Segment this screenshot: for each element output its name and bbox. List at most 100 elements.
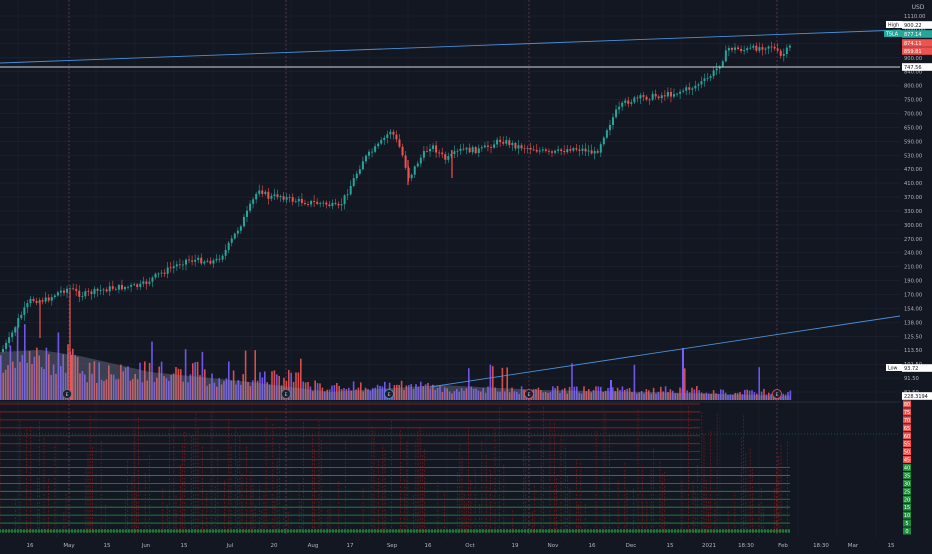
candle (770, 46, 773, 48)
volume-bar (60, 366, 62, 400)
candle (59, 290, 62, 293)
volume-bar (19, 361, 21, 400)
candle (255, 193, 258, 200)
volume-bar (259, 372, 261, 400)
volume-bar (86, 382, 88, 400)
volume-bar (626, 388, 628, 400)
volume-bar (693, 389, 696, 400)
candle (172, 266, 175, 269)
candle (148, 281, 151, 284)
volume-bar (127, 366, 129, 400)
volume-bar (499, 391, 501, 400)
candle (276, 194, 279, 198)
volume-bar (362, 391, 364, 400)
candle (642, 95, 645, 97)
volume-bar (417, 386, 420, 400)
volume-bar (328, 389, 331, 400)
volume-bar (290, 372, 292, 400)
volume-bar (403, 389, 405, 400)
trend-lines[interactable] (0, 29, 901, 388)
volume-bar (132, 378, 134, 400)
candle (639, 95, 642, 99)
volume-bar (139, 362, 141, 400)
lower-trendline[interactable] (429, 315, 901, 388)
candle (285, 197, 288, 200)
upper-trendline[interactable] (0, 29, 901, 64)
candle (114, 288, 117, 290)
candle (258, 190, 261, 194)
candle (124, 287, 126, 290)
candle (706, 77, 709, 79)
candle (108, 286, 111, 292)
volume-bars (0, 324, 792, 400)
volume-bar (100, 379, 103, 400)
price-tick-label: 125.50 (904, 334, 922, 340)
candle (395, 134, 398, 140)
time-scale-bg (0, 538, 932, 550)
volume-bar (28, 351, 31, 400)
volume-bar (782, 393, 784, 400)
volume-bar (237, 380, 240, 400)
volume-bar (72, 348, 74, 400)
volume-bar (535, 388, 537, 400)
price-tag-3-bg (902, 47, 932, 55)
oscillator-tick-bg (903, 400, 911, 408)
volume-bar (633, 364, 636, 400)
candle (44, 297, 47, 302)
period-separators (68, 0, 778, 534)
volume-bar (264, 371, 266, 400)
candle (212, 260, 215, 264)
candle (81, 296, 84, 297)
candle (5, 342, 8, 349)
volume-bar (9, 345, 12, 400)
price-tick-label: 270.00 (904, 237, 922, 243)
volume-bar (568, 386, 571, 400)
volume-bar (559, 392, 561, 400)
price-tick-label: 1110.00 (904, 14, 925, 20)
volume-bar (506, 367, 508, 400)
volume-bar (292, 381, 295, 400)
volume-bar (753, 392, 756, 400)
price-scale[interactable]: USD1110.001040.00970.00900.00840.00800.0… (900, 0, 932, 402)
candle (261, 190, 264, 194)
candle (169, 267, 172, 269)
volume-bar (722, 389, 724, 400)
candle (166, 267, 169, 274)
volume-bar (21, 355, 24, 400)
volume-bar (105, 379, 108, 400)
volume-bar (93, 361, 96, 400)
candle (303, 202, 306, 205)
volume-bar (772, 395, 775, 400)
candle (663, 95, 666, 97)
candle (35, 301, 38, 303)
volume-spike (70, 355, 72, 400)
candle (721, 61, 724, 67)
volume-bar (0, 355, 2, 400)
volume-bar (571, 363, 573, 400)
price-tick-label: 370.00 (904, 195, 922, 201)
candle (398, 139, 401, 147)
candle (587, 150, 590, 152)
volume-bar (295, 372, 297, 400)
volume-bar (650, 393, 652, 400)
volume-bar (357, 387, 360, 400)
volume-bar (710, 393, 712, 400)
candle (700, 81, 703, 85)
volume-bar (31, 364, 33, 400)
candle (325, 202, 328, 205)
candle (178, 264, 181, 266)
candle (11, 332, 14, 338)
price-tag-2-bg (902, 39, 932, 47)
candle (633, 97, 636, 103)
oscillator-tick-label: 25 (904, 489, 910, 495)
volume-bar (561, 389, 564, 400)
candle (288, 197, 291, 199)
time-scale[interactable]: 16 May 15 Jun 15 Jul 20 Aug 17 Sep 16 Oct 19 Nov 16 Dec… (0, 538, 932, 550)
volume-bar (643, 393, 645, 400)
candle (785, 47, 788, 55)
volume-bar (688, 392, 691, 400)
volume-bar (758, 367, 760, 400)
